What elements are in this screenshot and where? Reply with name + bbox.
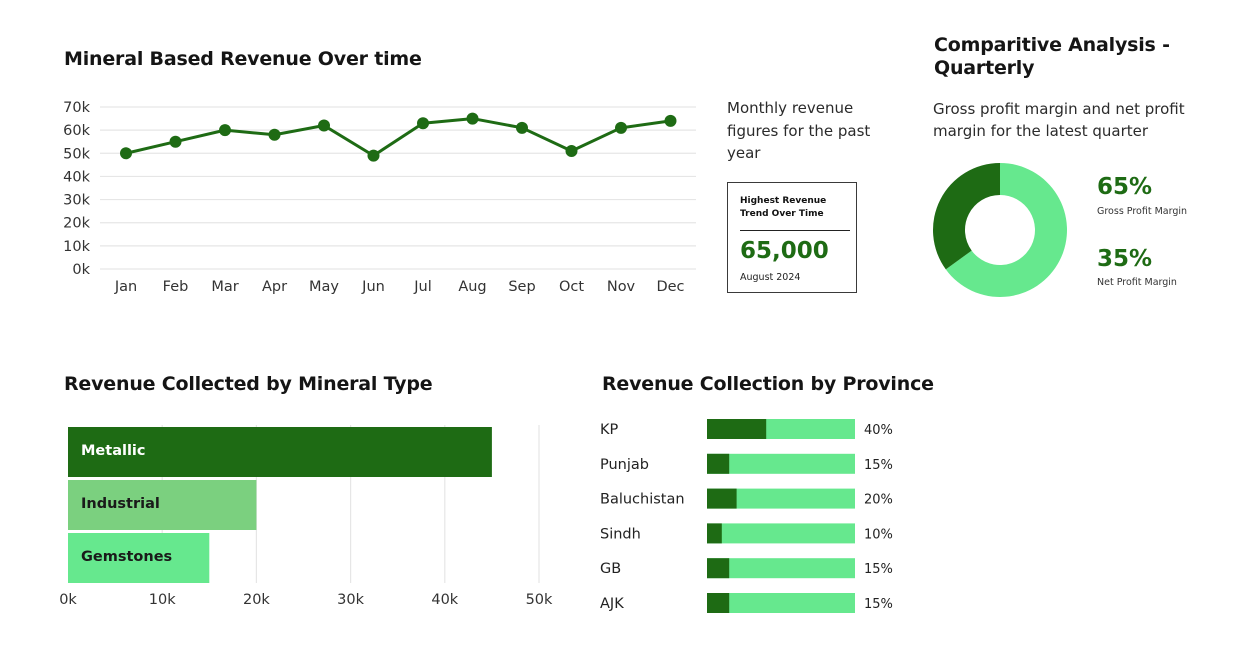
data-point bbox=[417, 117, 429, 130]
data-point bbox=[318, 119, 330, 132]
mineral-chart-title: Revenue Collected by Mineral Type bbox=[64, 373, 433, 395]
highest-revenue-value: 65,000 bbox=[740, 238, 829, 264]
data-point bbox=[615, 121, 627, 134]
data-point bbox=[219, 124, 231, 137]
x-tick-label: Nov bbox=[607, 279, 636, 295]
province-label: KP bbox=[600, 422, 619, 438]
province-label: Baluchistan bbox=[600, 492, 685, 508]
x-tick-label: 0k bbox=[59, 592, 77, 608]
province-bar-track bbox=[707, 558, 855, 579]
y-tick-label: 40k bbox=[63, 169, 90, 185]
y-tick-label: 70k bbox=[63, 100, 90, 116]
y-tick-label: 10k bbox=[63, 239, 90, 255]
data-point bbox=[169, 135, 182, 148]
gross-margin-value: 65% bbox=[1097, 174, 1153, 200]
data-point bbox=[268, 128, 281, 141]
province-value-label: 10% bbox=[864, 527, 893, 542]
y-tick-label: 0k bbox=[72, 262, 90, 278]
province-bar-track bbox=[707, 523, 855, 544]
x-tick-label: Jul bbox=[413, 279, 432, 295]
data-point bbox=[120, 147, 132, 160]
highest-revenue-date: August 2024 bbox=[740, 272, 801, 283]
province-bar-track bbox=[707, 488, 855, 509]
province-label: AJK bbox=[600, 596, 624, 612]
province-bar-fill bbox=[707, 419, 767, 439]
data-point bbox=[466, 112, 479, 125]
x-tick-label: Jan bbox=[114, 279, 137, 295]
donut-slice bbox=[933, 163, 1000, 270]
y-tick-label: 60k bbox=[63, 123, 90, 139]
line-chart-description: Monthly revenue figures for the past yea… bbox=[727, 99, 871, 162]
highest-revenue-title: Highest Revenue Trend Over Time bbox=[740, 196, 827, 219]
x-tick-label: 40k bbox=[431, 592, 458, 608]
revenue-series-line bbox=[125, 117, 671, 158]
x-tick-label: 20k bbox=[243, 592, 270, 608]
net-margin-value: 35% bbox=[1097, 246, 1153, 272]
x-tick-label: 30k bbox=[337, 592, 364, 608]
x-tick-label: May bbox=[309, 279, 339, 295]
province-bar-track bbox=[707, 593, 855, 613]
net-margin-label: Net Profit Margin bbox=[1097, 277, 1177, 288]
y-tick-label: 50k bbox=[63, 146, 90, 162]
x-tick-label: Mar bbox=[211, 279, 238, 295]
y-tick-label: 30k bbox=[63, 193, 90, 209]
province-value-label: 40% bbox=[864, 423, 893, 438]
x-tick-label: Dec bbox=[656, 279, 684, 295]
mineral-bar-chart: 0k 10k 20k 30k 40k 50k Metallic Industrial Gemst… bbox=[59, 425, 553, 608]
province-value-label: 15% bbox=[864, 458, 893, 473]
data-point bbox=[367, 149, 380, 162]
highest-revenue-card: Highest Revenue Trend Over Time 65,000 A… bbox=[727, 182, 857, 293]
province-bar-fill bbox=[707, 523, 722, 544]
bar bbox=[68, 427, 492, 477]
province-bar-fill bbox=[707, 488, 737, 509]
x-tick-label: 10k bbox=[149, 592, 176, 608]
y-tick-label: 20k bbox=[63, 216, 90, 232]
x-tick-label: Aug bbox=[458, 279, 486, 295]
bar bbox=[68, 480, 257, 530]
x-tick-label: Feb bbox=[163, 279, 189, 295]
highest-revenue-divider bbox=[740, 230, 850, 231]
bar-label: Metallic bbox=[81, 443, 146, 459]
province-chart-title: Revenue Collection by Province bbox=[602, 373, 934, 395]
x-tick-label: 50k bbox=[526, 592, 553, 608]
donut-chart bbox=[933, 163, 1067, 297]
line-chart: 0k 10k 20k 30k 40k 50k 60k 70k Jan Feb Mar Apr May Ju… bbox=[63, 100, 696, 295]
quarterly-description: Gross profit margin and net profit margi… bbox=[933, 100, 1185, 140]
bar-label: Gemstones bbox=[81, 549, 172, 565]
data-point bbox=[565, 144, 578, 157]
bar bbox=[68, 533, 210, 583]
province-label: Sindh bbox=[600, 526, 641, 542]
province-bar-fill bbox=[707, 453, 730, 474]
donut-slice bbox=[945, 163, 1067, 297]
province-bar-fill bbox=[707, 593, 730, 613]
x-tick-label: Apr bbox=[262, 279, 287, 295]
x-tick-label: Sep bbox=[508, 279, 535, 295]
bar-label: Industrial bbox=[81, 496, 160, 512]
gross-margin-label: Gross Profit Margin bbox=[1097, 206, 1188, 217]
x-tick-label: Jun bbox=[361, 279, 385, 295]
data-point bbox=[516, 121, 528, 134]
quarterly-title: Comparitive Analysis - Quarterly bbox=[934, 34, 1170, 79]
province-label: Punjab bbox=[600, 457, 649, 473]
line-chart-title: Mineral Based Revenue Over time bbox=[64, 48, 422, 70]
x-tick-label: Oct bbox=[559, 279, 584, 295]
province-bar-chart: KP 40% Punjab 15% Baluchistan 20% Sindh 10% GB 15… bbox=[600, 419, 893, 613]
province-value-label: 20% bbox=[864, 493, 893, 508]
province-bar-track bbox=[707, 453, 855, 474]
province-value-label: 15% bbox=[864, 597, 893, 612]
data-point bbox=[664, 114, 677, 127]
province-bar-fill bbox=[707, 558, 730, 579]
province-value-label: 15% bbox=[864, 562, 893, 577]
province-label: GB bbox=[600, 561, 621, 577]
